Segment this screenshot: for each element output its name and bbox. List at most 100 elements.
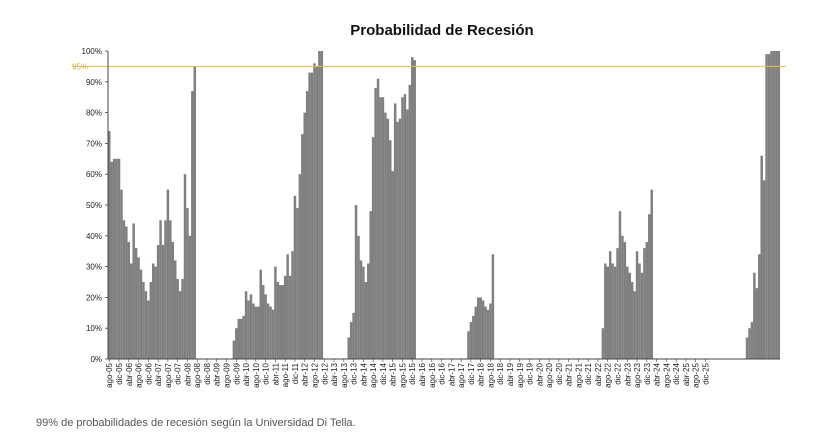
bar (235, 328, 238, 359)
x-tick-label: dic-12 (320, 362, 329, 384)
x-tick-label: abr-06 (125, 362, 134, 386)
bar (467, 331, 470, 359)
x-tick-label: abr-20 (535, 362, 544, 386)
x-tick-label: abr-25 (682, 362, 691, 386)
bar (171, 241, 175, 359)
reference-line-label: 95% (72, 62, 88, 71)
x-tick-label: ago-20 (545, 362, 554, 387)
bar (301, 134, 304, 359)
bar (376, 78, 380, 359)
bar (286, 254, 289, 359)
bar (364, 282, 368, 359)
x-tick-label: ago-16 (428, 362, 437, 387)
x-tick-label: ago-13 (340, 362, 349, 387)
bar (139, 269, 143, 359)
bar (176, 278, 179, 359)
bar (271, 309, 275, 359)
bar (354, 205, 358, 359)
y-tick-label: 30% (86, 263, 102, 272)
bar (491, 254, 495, 359)
bar (318, 51, 321, 359)
bar (169, 220, 172, 359)
x-tick-label: ago-24 (662, 362, 671, 387)
bar (406, 109, 409, 360)
x-tick-label: abr-08 (183, 362, 192, 386)
bar (621, 235, 624, 359)
bar (469, 322, 473, 359)
x-tick-label: abr-15 (389, 362, 398, 386)
bar (481, 300, 485, 359)
bar (362, 266, 365, 359)
bar (347, 337, 350, 359)
bar (252, 303, 255, 359)
x-tick-label: dic-14 (379, 362, 388, 384)
bar (178, 291, 182, 359)
bar (777, 51, 781, 359)
bar (770, 51, 773, 359)
x-tick-label: dic-10 (262, 362, 271, 384)
chart-area: Probabilidad de Recesión 0% 10% 20% 30% 40% 5… (72, 22, 786, 388)
bar (125, 226, 128, 359)
x-tick-label: abr-07 (154, 362, 163, 386)
bar (367, 263, 370, 359)
bar (484, 306, 487, 359)
y-tick-label: 90% (86, 78, 102, 87)
bar (310, 72, 314, 359)
bar (379, 97, 382, 359)
bar (601, 328, 605, 359)
y-tick-label: 60% (86, 170, 102, 179)
bar (396, 121, 399, 359)
bar (755, 288, 759, 359)
y-tick-label: 0% (90, 355, 102, 364)
bar (259, 269, 262, 359)
x-tick-label: abr-09 (213, 362, 222, 386)
x-tick-label: dic-16 (438, 362, 447, 384)
bar (137, 257, 140, 359)
y-axis-ticks: 0% 10% 20% 30% 40% 50% 60% 70% 80% 90% 100% (82, 47, 108, 364)
bar (173, 260, 177, 359)
bar (413, 60, 416, 360)
x-tick-label: dic-23 (643, 362, 652, 384)
x-tick-label: abr-24 (653, 362, 662, 386)
bar (232, 340, 236, 359)
bar (117, 158, 121, 359)
bar (638, 263, 641, 359)
bar (359, 260, 363, 359)
x-tick-label: ago-17 (457, 362, 466, 387)
bar (313, 63, 316, 359)
x-tick-label: ago-22 (604, 362, 613, 387)
y-tick-label: 20% (86, 293, 102, 302)
x-tick-label: ago-05 (105, 362, 114, 387)
bar (611, 263, 614, 359)
bar (147, 300, 150, 359)
bar (616, 248, 619, 359)
x-tick-label: dic-20 (555, 362, 564, 384)
bar (608, 251, 612, 359)
bar (606, 266, 609, 359)
bar (239, 318, 243, 359)
x-tick-label: dic-07 (174, 362, 183, 384)
bar (264, 294, 267, 359)
bar (411, 57, 414, 359)
x-tick-label: dic-19 (526, 362, 535, 384)
bar (281, 285, 284, 359)
bar (269, 306, 272, 359)
bar (775, 51, 778, 359)
x-tick-label: ago-06 (135, 362, 144, 387)
x-tick-label: dic-21 (584, 362, 593, 384)
x-tick-label: dic-08 (203, 362, 212, 384)
x-tick-label: dic-06 (144, 362, 153, 384)
x-tick-label: ago-25 (692, 362, 701, 387)
bar (745, 337, 749, 359)
axes (107, 51, 780, 360)
x-tick-label: ago-21 (574, 362, 583, 387)
bar (161, 245, 165, 359)
bar (640, 272, 644, 359)
bar (154, 266, 157, 359)
x-tick-label: abr-14 (359, 362, 368, 386)
bar (110, 161, 113, 359)
bar-series (108, 51, 781, 360)
bar (408, 84, 412, 359)
bar (750, 322, 754, 359)
bar (298, 174, 302, 359)
